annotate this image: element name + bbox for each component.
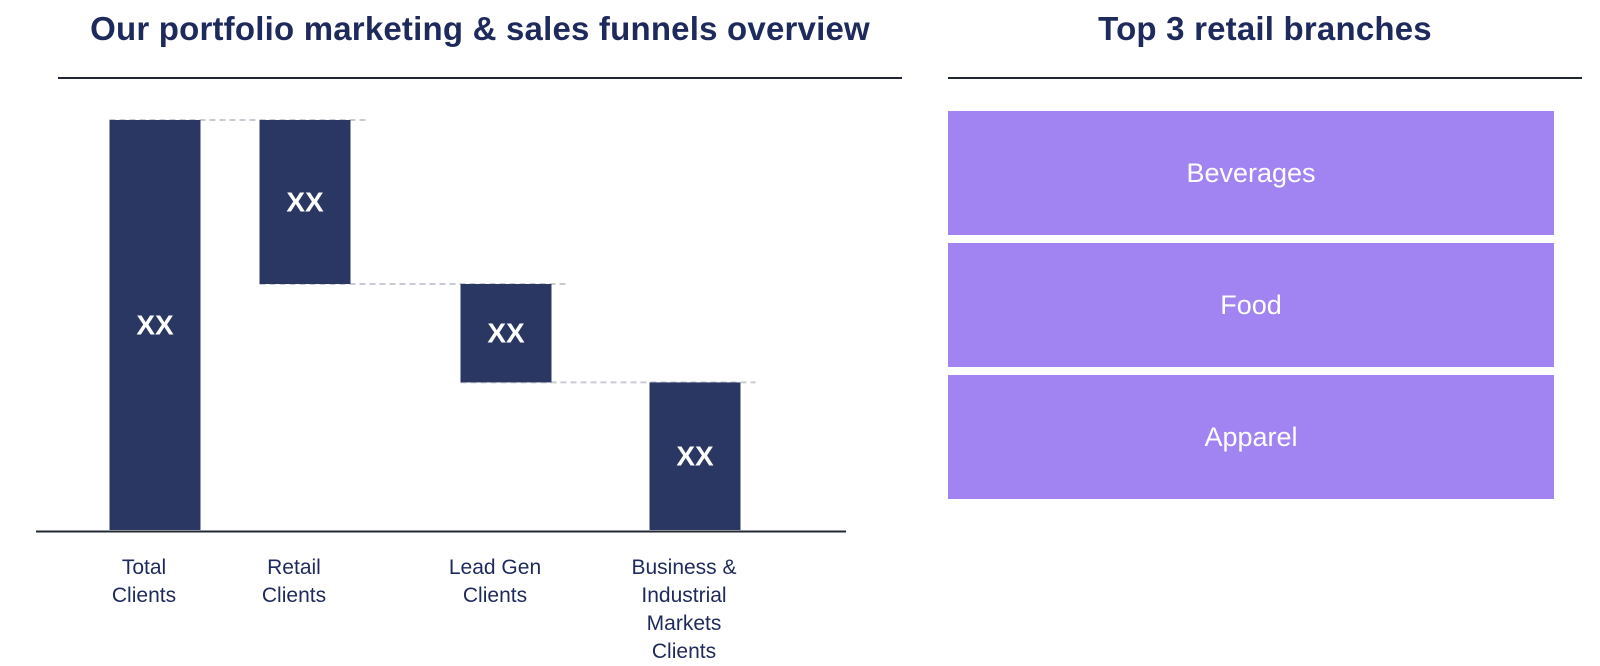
bar-business-industrial-clients (649, 382, 741, 530)
bar-lead-gen-clients (460, 284, 552, 383)
category-label-lead-gen-clients: Lead Gen Clients (448, 556, 542, 607)
branch-beverages: Beverages (948, 111, 1554, 235)
bar-value-label: XX (286, 186, 324, 217)
bar-total-clients (109, 120, 201, 530)
bar-retail-clients (259, 120, 351, 284)
category-label-retail-clients: Retail Clients (261, 556, 327, 607)
waterfall-chart: XX XX XX XX (36, 119, 846, 533)
right-title-rule (948, 77, 1582, 79)
category-label-business-industrial-clients: Business & Industrial Markets Clients (631, 556, 737, 663)
left-title-rule (58, 77, 902, 79)
branch-apparel: Apparel (948, 375, 1554, 499)
bar-value-label: XX (136, 309, 174, 340)
bar-value-label: XX (487, 318, 525, 349)
category-label-total-clients: Total Clients (111, 556, 177, 607)
left-title: Our portfolio marketing & sales funnels … (90, 10, 870, 47)
right-title: Top 3 retail branches (1098, 10, 1432, 47)
branch-food: Food (948, 243, 1554, 367)
bar-value-label: XX (676, 441, 714, 472)
